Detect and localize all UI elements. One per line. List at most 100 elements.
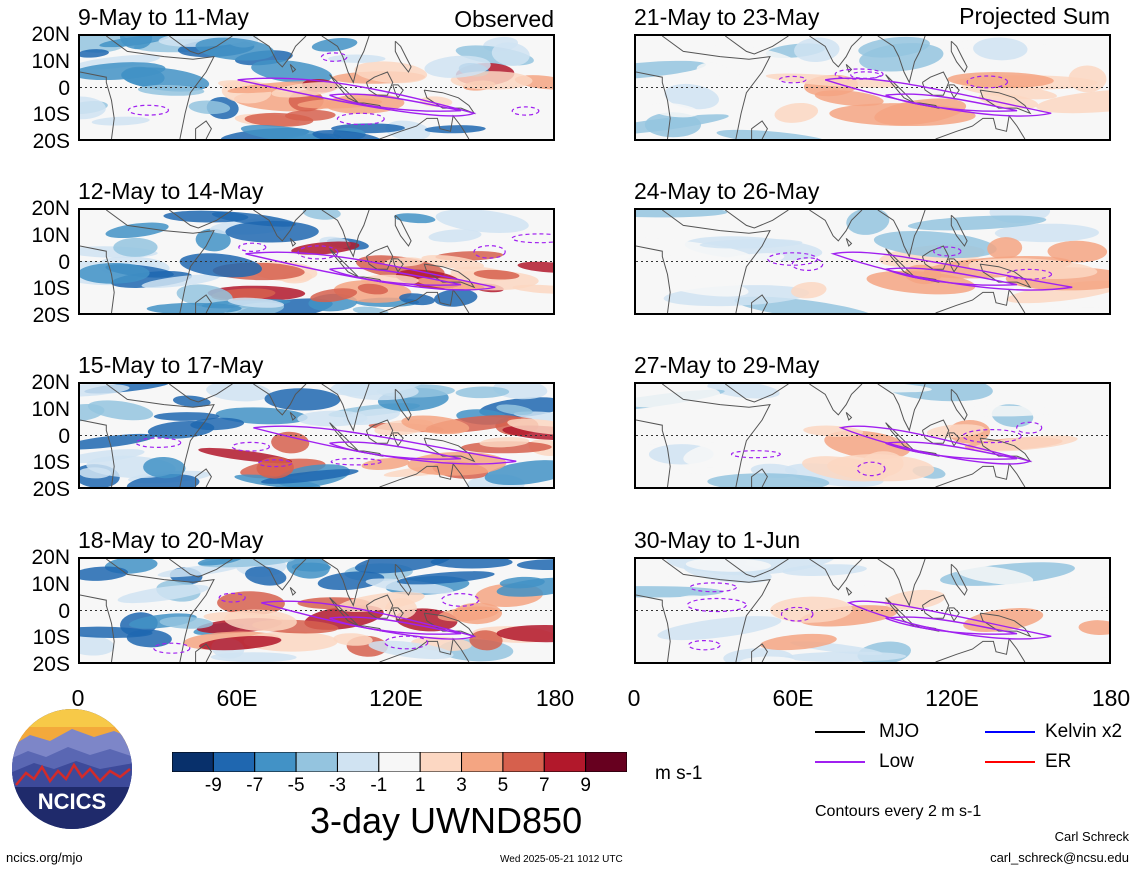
legend-line-er — [985, 761, 1035, 763]
coastline — [80, 71, 115, 139]
coastline — [921, 419, 950, 444]
map-panel-1 — [78, 34, 555, 141]
wind-anomaly-blob — [141, 274, 220, 288]
lat-tick-row2-2: 0 — [58, 250, 70, 274]
coastline — [394, 214, 412, 247]
low-contour-negative — [238, 242, 267, 253]
lat-tick-row3-4: 20S — [32, 478, 70, 501]
wind-anomaly-blob — [361, 457, 410, 471]
colorbar-label: 3 — [456, 775, 467, 796]
wind-anomaly-blob — [513, 411, 553, 422]
coastline — [935, 114, 1026, 139]
wind-anomaly-blob — [199, 635, 282, 651]
legend-label-kelvin: Kelvin x2 — [1045, 721, 1123, 742]
low-contour-negative — [856, 461, 886, 477]
coastline — [392, 84, 404, 99]
wind-anomaly-blob — [153, 412, 220, 421]
lat-tick-row4-2: 0 — [58, 599, 70, 623]
wind-anomaly-blob — [354, 559, 452, 574]
legend-line-low — [815, 761, 865, 763]
coastline — [80, 245, 115, 313]
low-contour-negative — [511, 106, 540, 116]
map-panel-2 — [78, 208, 555, 315]
coastline — [106, 36, 215, 139]
wind-anomaly-blob — [357, 283, 389, 295]
coastline — [379, 114, 470, 139]
lat-tick-row1-1: 10N — [31, 49, 70, 73]
wind-anomaly-blob — [264, 388, 341, 411]
coastline — [106, 210, 215, 313]
wind-anomaly-blob — [337, 591, 425, 612]
wind-anomaly-blob — [240, 124, 337, 139]
ncics-logo: NCICS — [10, 707, 134, 831]
wind-anomaly-blob — [297, 98, 383, 109]
wind-anomaly-blob — [224, 609, 297, 632]
coastline — [935, 637, 1026, 662]
wind-anomaly-blob — [791, 281, 827, 299]
wind-anomaly-blob — [512, 284, 553, 294]
wind-anomaly-blob — [80, 449, 145, 464]
low-contour — [885, 616, 1018, 635]
wind-anomaly-blob — [926, 424, 985, 438]
wind-anomaly-blob — [967, 476, 1054, 487]
colorbar-swatch — [171, 751, 214, 773]
coastline — [950, 388, 968, 421]
low-contour — [237, 77, 477, 117]
wind-anomaly-blob — [657, 275, 749, 297]
panel-title-7: 27-May to 29-May — [634, 352, 820, 378]
coastline — [423, 263, 476, 289]
lon-tick-left-120e: 120E — [369, 685, 423, 711]
lon-tick-right-120e: 120E — [925, 685, 979, 711]
coastline — [935, 462, 1026, 487]
coastline — [253, 384, 307, 416]
lon-tick-left-0: 0 — [71, 685, 85, 711]
lon-tick-left-180: 180 — [535, 685, 575, 711]
coastline — [950, 40, 968, 73]
low-contour — [329, 441, 462, 460]
wind-anomaly-blob — [657, 616, 782, 641]
colorbar-title: 3-day UWND850 — [310, 800, 583, 841]
wind-anomaly-blob — [881, 384, 993, 402]
low-contour-negative — [218, 592, 246, 603]
coastline — [845, 586, 853, 596]
wind-anomaly-blob — [516, 559, 553, 571]
wind-anomaly-blob — [1047, 240, 1108, 263]
coastline — [195, 643, 212, 662]
wind-anomaly-blob — [188, 100, 231, 115]
wind-anomaly-blob — [636, 261, 662, 275]
coastline — [321, 36, 370, 84]
coastline — [751, 120, 768, 139]
wind-anomaly-blob — [172, 395, 211, 408]
wind-anomaly-blob — [291, 241, 360, 255]
wind-anomaly-blob — [636, 237, 751, 260]
coastline — [253, 36, 307, 68]
wind-anomaly-blob — [217, 591, 285, 616]
coastline — [935, 288, 1026, 313]
low-contour-negative — [231, 441, 270, 452]
wind-anomaly-blob — [197, 559, 243, 566]
wind-anomaly-blob — [496, 577, 553, 597]
wind-anomaly-blob — [368, 640, 454, 660]
wind-anomaly-blob — [829, 103, 976, 127]
lat-tick-row4-4: 20S — [32, 653, 70, 676]
wind-anomaly-blob — [907, 215, 1047, 231]
coastline — [394, 563, 412, 596]
wind-anomaly-blob — [105, 222, 169, 239]
colorbar-swatch — [419, 751, 463, 773]
footer-email[interactable]: carl_schreck@ncsu.edu — [990, 850, 1129, 865]
footer-url[interactable]: ncics.org/mjo — [6, 850, 83, 865]
coastline — [289, 63, 297, 73]
low-contour-negative — [336, 112, 385, 126]
panel-title-2: 12-May to 14-May — [78, 178, 264, 204]
coastline — [950, 563, 968, 596]
wind-anomaly-blob — [190, 417, 245, 431]
wind-anomaly-blob — [1068, 571, 1109, 598]
coastline — [979, 89, 1032, 115]
coastline — [169, 384, 233, 403]
panel-title-6: 24-May to 26-May — [634, 178, 820, 204]
wind-anomaly-blob — [636, 210, 728, 218]
low-contour-negative — [791, 257, 824, 271]
wind-anomaly-blob — [673, 595, 713, 609]
legend-label-er: ER — [1045, 751, 1072, 772]
wind-anomaly-blob — [859, 43, 944, 72]
